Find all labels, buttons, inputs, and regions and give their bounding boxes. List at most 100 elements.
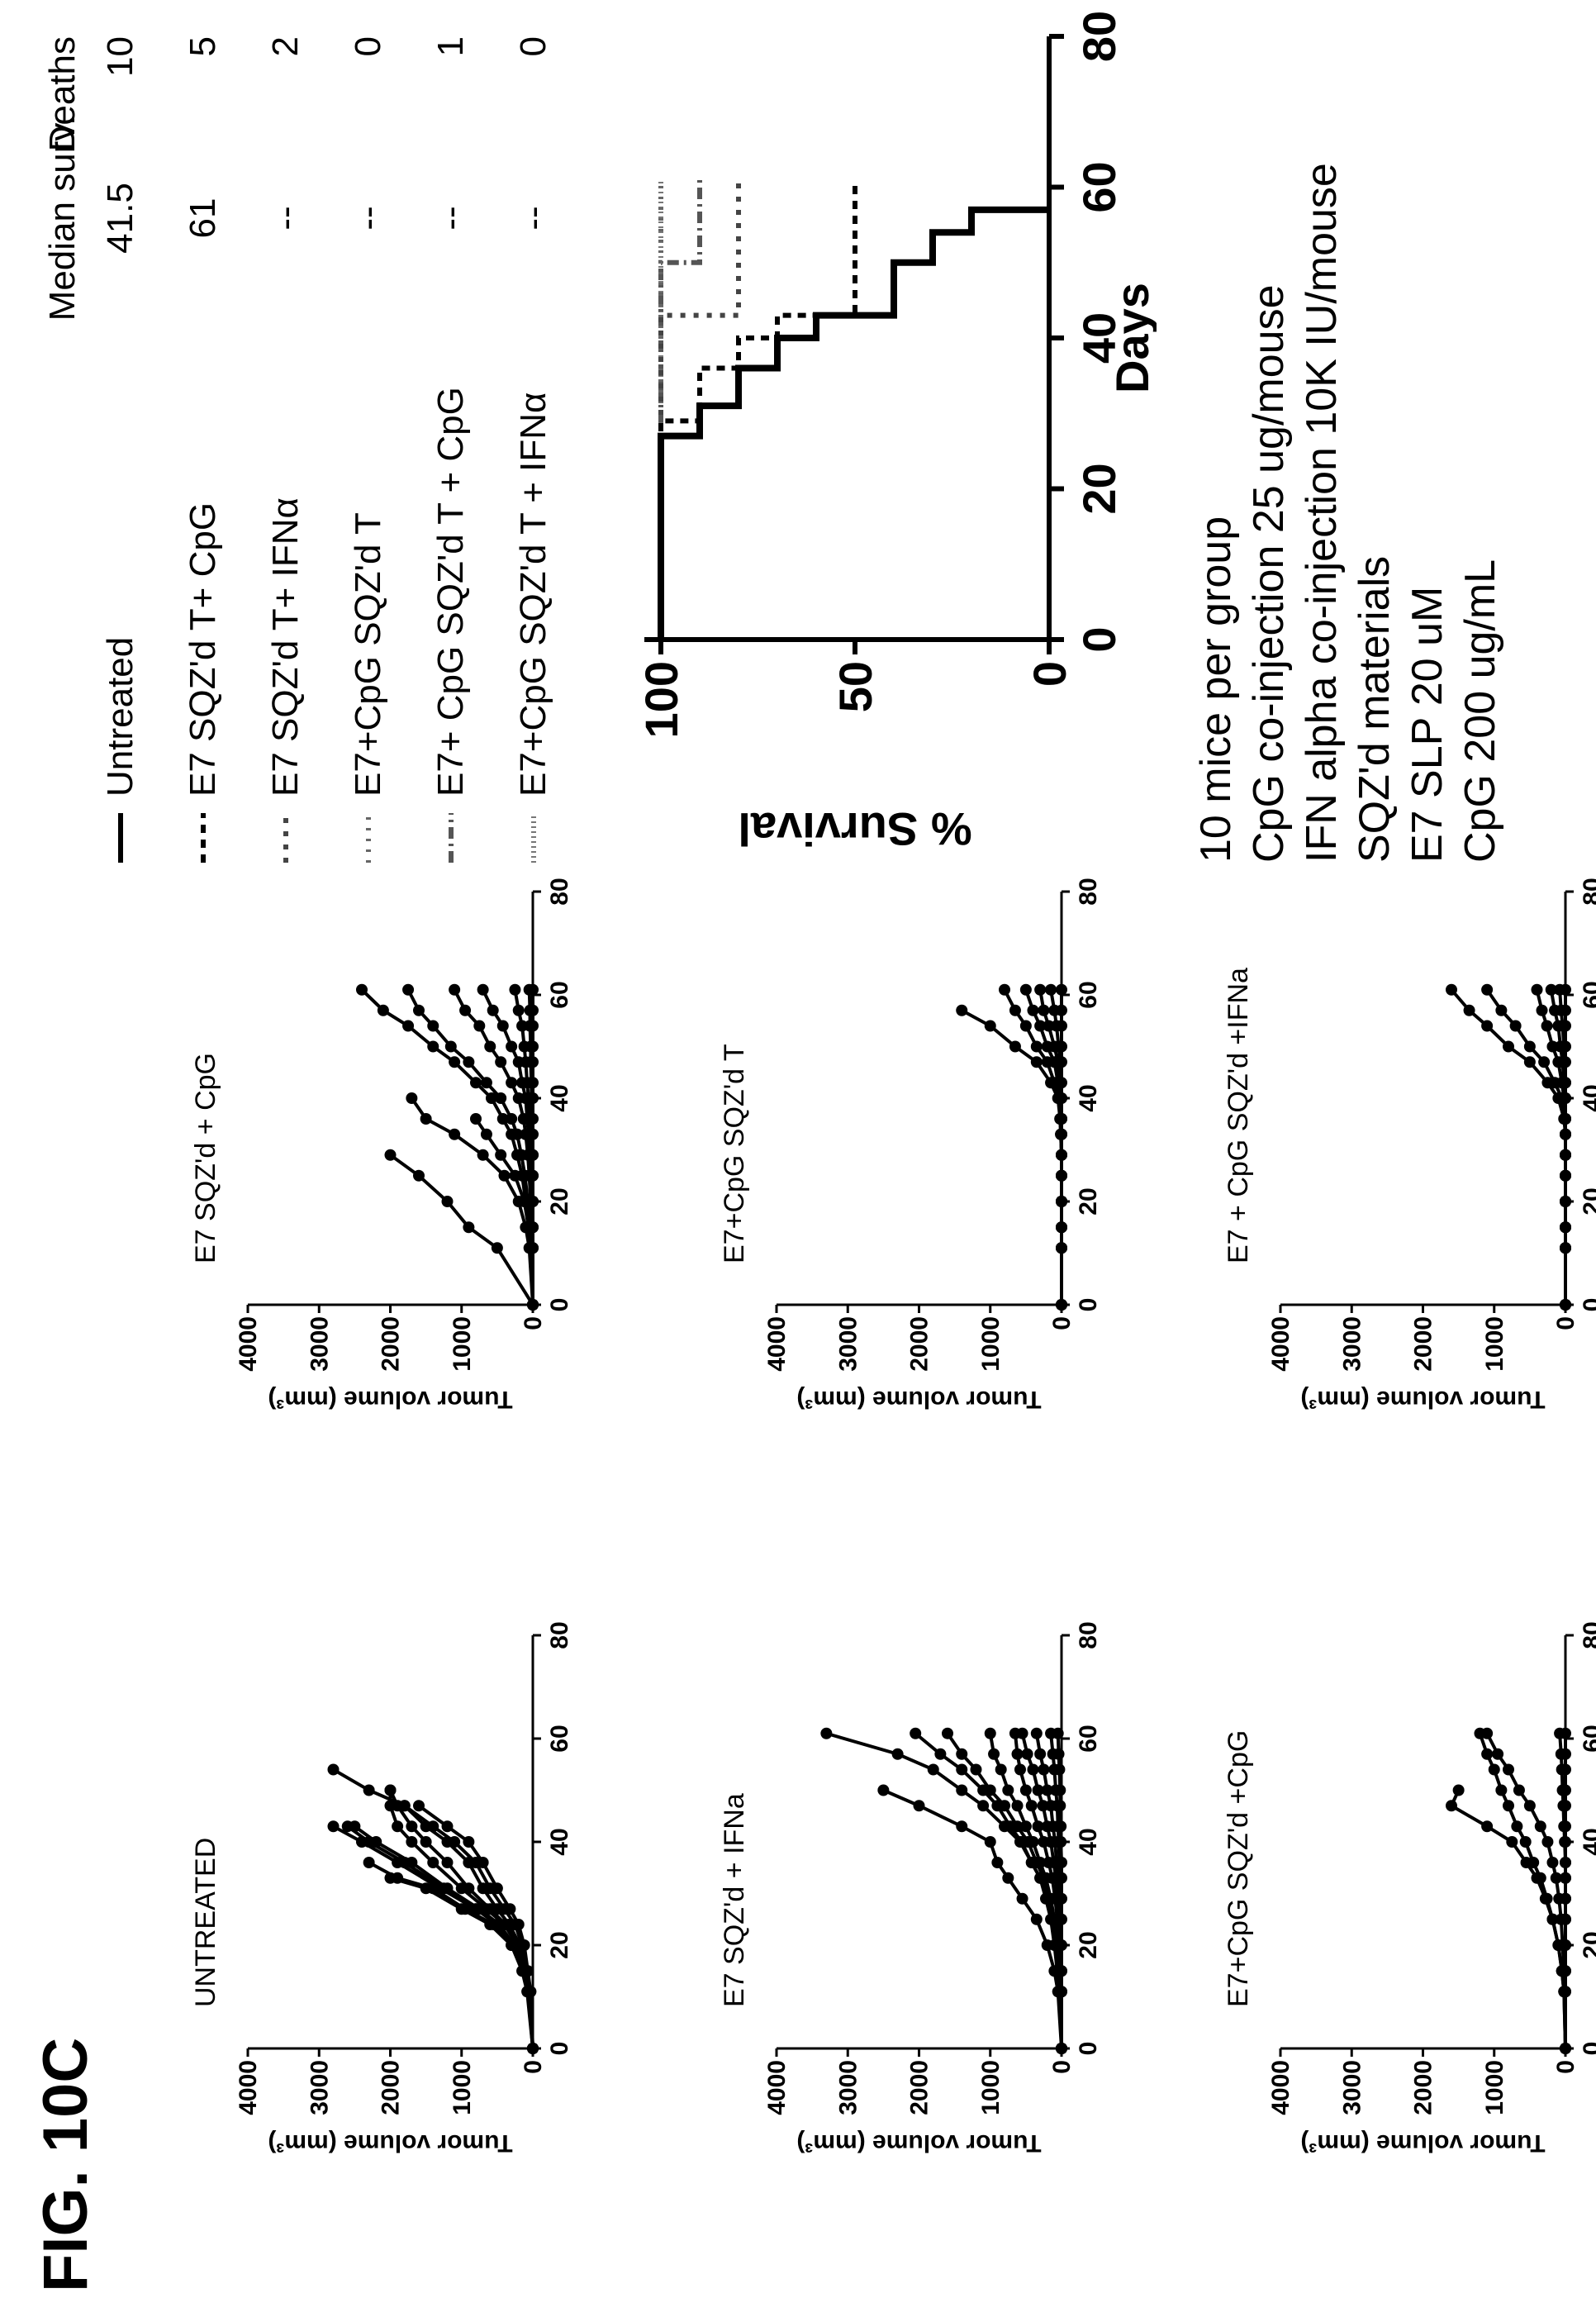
data-point: [1560, 1221, 1571, 1234]
data-point: [1032, 1820, 1044, 1833]
y-axis-label: Tumor volume (mm³): [796, 1386, 1041, 1413]
data-point: [1056, 1040, 1067, 1053]
note-line: CpG co-injection 25 ug/mouse: [1245, 284, 1293, 864]
data-point: [392, 1820, 404, 1833]
series-path: [825, 1731, 1063, 2049]
data-point: [377, 1004, 389, 1016]
data-point: [1560, 1169, 1571, 1182]
data-point: [1034, 1020, 1047, 1032]
data-point: [1053, 1763, 1066, 1776]
x-tick-label: 80: [546, 878, 573, 905]
x-tick-label: 0: [1073, 626, 1125, 652]
data-point: [1481, 1820, 1494, 1833]
data-point: [1016, 1892, 1028, 1905]
data-point: [1056, 1169, 1067, 1182]
data-point: [1560, 2043, 1571, 2054]
data-point: [1560, 1040, 1571, 1053]
series-line: [1056, 983, 1067, 1311]
y-tick-label: 1000: [977, 2060, 1005, 2115]
x-tick-label: 20: [1075, 1187, 1102, 1215]
y-tick-label: 3000: [834, 1316, 862, 1372]
data-point: [970, 1763, 982, 1776]
note-line: 10 mice per group: [1192, 516, 1240, 863]
data-point: [1523, 1040, 1536, 1053]
data-point: [427, 1857, 439, 1868]
data-point: [496, 1113, 509, 1125]
data-point: [1056, 1077, 1067, 1089]
data-point: [518, 1196, 530, 1207]
data-point: [1503, 1763, 1514, 1776]
data-point: [406, 1820, 418, 1833]
x-tick-label: 80: [1579, 1621, 1596, 1649]
data-point: [1056, 1128, 1067, 1140]
data-point: [1019, 1820, 1032, 1833]
legend-entry-deaths: 2: [265, 36, 306, 56]
series-line: [356, 983, 539, 1311]
data-point: [1534, 1872, 1546, 1884]
data-point: [1011, 1748, 1024, 1760]
data-point: [1503, 1040, 1514, 1053]
y-tick-label: 4000: [763, 1316, 791, 1372]
data-point: [1560, 1892, 1571, 1905]
series-path: [914, 1732, 1063, 2049]
series-path: [389, 1154, 534, 1306]
data-point: [988, 1748, 1000, 1760]
data-point: [1019, 1020, 1032, 1032]
legend-entry-name: E7+CpG SQZ'd T: [348, 512, 388, 797]
data-point: [1560, 1872, 1571, 1884]
y-tick-label: 4000: [235, 2060, 262, 2115]
data-point: [1560, 1965, 1571, 1977]
series-path: [481, 988, 534, 1306]
data-point: [1560, 1986, 1571, 1998]
note-line: SQZ'd materials: [1351, 555, 1399, 863]
data-point: [527, 1149, 539, 1161]
x-tick-label: 40: [1579, 1828, 1596, 1855]
data-point: [441, 1857, 454, 1868]
data-point: [984, 1784, 996, 1796]
data-point: [477, 1149, 489, 1161]
data-point: [495, 1092, 507, 1104]
x-tick-label: 0: [1579, 1298, 1596, 1312]
chart-title: E7 SQZ'd + IFNa: [719, 1793, 750, 2007]
data-point: [1030, 1913, 1043, 1925]
data-point: [506, 1040, 518, 1053]
data-point: [1002, 1784, 1014, 1796]
data-point: [487, 1919, 500, 1930]
data-point: [1056, 1965, 1067, 1977]
legend-entry-median: --: [430, 206, 471, 230]
data-point: [1052, 1748, 1065, 1760]
data-point: [491, 1882, 503, 1895]
data-point: [910, 1727, 922, 1739]
y-tick-label: 0: [1024, 661, 1076, 687]
data-point: [463, 1221, 475, 1234]
data-point: [956, 1748, 968, 1760]
data-point: [1503, 1800, 1514, 1812]
data-point: [1519, 1836, 1532, 1848]
data-point: [1032, 1784, 1044, 1796]
chart-e7-sqzd-ifna: E7 SQZ'd + IFNa 0 1000 2000 3000 4000 0 20 40 60 8…: [686, 1557, 1136, 2168]
data-point: [927, 1763, 939, 1776]
legend-entry-median: 61: [183, 198, 223, 239]
chart-title: E7 SQZ'd + CpG: [190, 1053, 221, 1263]
data-point: [1027, 1836, 1039, 1848]
data-point: [449, 1128, 461, 1140]
data-point: [1523, 1056, 1536, 1068]
data-point: [1056, 1113, 1067, 1125]
data-point: [1055, 1836, 1067, 1848]
data-point: [349, 1820, 361, 1833]
data-point: [999, 983, 1010, 996]
data-point: [820, 1727, 833, 1739]
note-line: CpG 200 ug/mL: [1456, 559, 1504, 863]
series-line: [1052, 1727, 1067, 2054]
series-line: [1554, 983, 1571, 1311]
data-point: [449, 983, 461, 996]
data-point: [1054, 1800, 1066, 1812]
y-axis-label: Tumor volume (mm³): [796, 2129, 1041, 2157]
chart-e7-sqzd-cpg: E7 SQZ'd + CpG 0 1000 2000 3000 4000 0 20 40 60 80…: [157, 813, 607, 1425]
data-point: [1560, 1242, 1571, 1254]
y-tick-label: 4000: [763, 2060, 791, 2115]
chart-title: UNTREATED: [190, 1838, 221, 2007]
data-point: [913, 1800, 925, 1812]
data-point: [485, 1092, 497, 1104]
data-point: [1463, 1004, 1475, 1016]
